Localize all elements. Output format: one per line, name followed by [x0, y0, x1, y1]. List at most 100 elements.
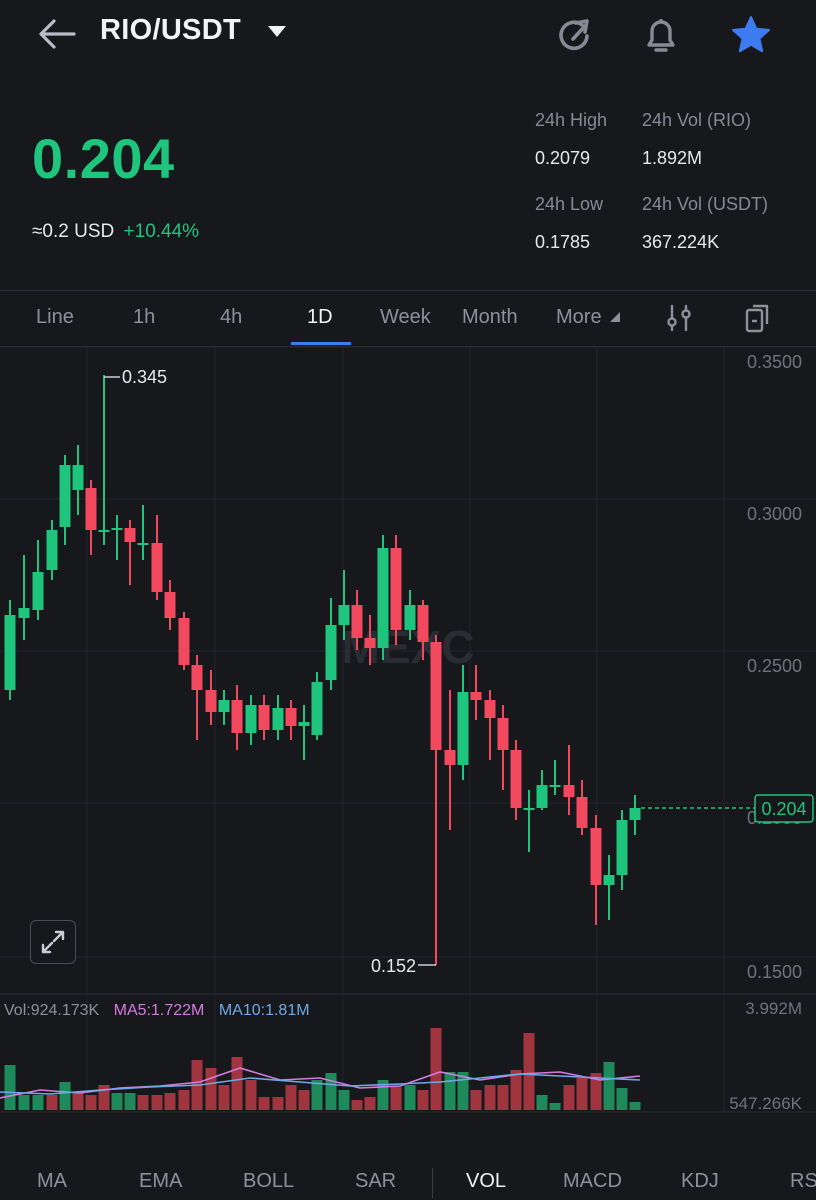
candle-body [523, 808, 535, 810]
tab-week[interactable]: Week [380, 306, 431, 328]
volume-bar [417, 1090, 429, 1110]
candle-body [72, 465, 84, 490]
indicator-kdj[interactable]: KDJ [681, 1170, 719, 1192]
candle-body [576, 797, 588, 828]
indicator-sar[interactable]: SAR [355, 1170, 397, 1192]
caret-down-icon[interactable] [266, 24, 288, 45]
divider [432, 1168, 433, 1198]
volume-bar [285, 1085, 297, 1110]
volume-bar [164, 1093, 176, 1110]
volume-bar [603, 1062, 615, 1110]
last-price-tag-label: 0.204 [761, 799, 806, 819]
volume-bar [457, 1072, 469, 1110]
candle-body [124, 528, 136, 542]
y-tick-label: 0.3000 [747, 504, 802, 524]
tab-more[interactable]: More [556, 306, 621, 329]
volume-bar [563, 1085, 575, 1110]
low-label: 24h Low [535, 194, 604, 214]
tab-line[interactable]: Line [36, 306, 74, 328]
candle-body [18, 608, 30, 618]
active-tab-indicator [291, 342, 351, 345]
candle-body [218, 700, 230, 712]
indicator-macd[interactable]: MACD [563, 1170, 622, 1192]
vol-base-label: 24h Vol (RIO) [642, 110, 752, 130]
candle-body [484, 700, 496, 718]
tab-month[interactable]: Month [462, 306, 518, 328]
share-refresh-icon[interactable] [551, 12, 597, 58]
tab-1h[interactable]: 1h [133, 306, 156, 328]
volume-bar [85, 1095, 97, 1110]
star-icon[interactable] [728, 12, 774, 58]
tab-1d[interactable]: 1D [307, 306, 333, 328]
vol-quote-value: 367.224K [642, 232, 720, 252]
candle-body [32, 572, 44, 610]
candle-body [603, 875, 615, 885]
volume-bar [18, 1095, 30, 1110]
candle-body [497, 718, 509, 750]
vol-value: Vol:924.173K [4, 1002, 100, 1019]
volume-bar [497, 1085, 509, 1110]
y-tick-label: 0.1500 [747, 962, 802, 982]
candle-body [364, 638, 376, 648]
volume-bar [178, 1090, 190, 1110]
bell-icon[interactable] [638, 12, 684, 58]
copy-icon[interactable] [740, 300, 776, 336]
candle-body [191, 665, 203, 690]
candle-body [272, 708, 284, 730]
usd-approx: ≈0.2 [32, 221, 69, 242]
candle-body [470, 692, 482, 700]
candle-body [351, 605, 363, 638]
volume-bar [484, 1085, 496, 1110]
volume-bar [325, 1073, 337, 1110]
candle-body [298, 722, 310, 726]
candle-body [457, 692, 469, 765]
candle-body [390, 548, 402, 630]
indicator-vol[interactable]: VOL [466, 1170, 507, 1192]
back-arrow-icon[interactable] [34, 12, 82, 56]
y-tick-label: 0.2500 [747, 656, 802, 676]
volume-bar [338, 1090, 350, 1110]
indicator-boll[interactable]: BOLL [243, 1170, 295, 1192]
candle-body [59, 465, 71, 527]
divider [0, 290, 816, 291]
candle-body [178, 618, 190, 665]
candle-body [629, 808, 641, 820]
candle-body [510, 750, 522, 808]
volume-bar [258, 1097, 270, 1110]
volume-bar [32, 1095, 44, 1110]
high-label: 24h High [535, 110, 608, 130]
volume-bar [629, 1102, 641, 1110]
volume-bar [111, 1093, 123, 1110]
pair-title[interactable]: RIO/USDT [100, 14, 241, 46]
vol-max-label: 3.992M [745, 999, 802, 1018]
low-marker-label: 0.152 [371, 956, 416, 976]
volume-bar [523, 1033, 535, 1110]
high-value: 0.2079 [535, 148, 591, 168]
volume-bar [549, 1103, 561, 1110]
candle-body [311, 682, 323, 735]
indicator-ema[interactable]: EMA [139, 1170, 183, 1192]
settings-sliders-icon[interactable] [661, 300, 697, 336]
volume-bar [272, 1097, 284, 1110]
indicator-ma[interactable]: MA [37, 1170, 67, 1192]
fullscreen-expand-icon[interactable] [30, 920, 76, 964]
candle-body [444, 750, 456, 765]
candle-body [536, 785, 548, 808]
volume-bar [137, 1095, 149, 1110]
vol-zero-label: 0 [793, 1117, 802, 1120]
volume-bar [390, 1087, 402, 1110]
candle-body [417, 605, 429, 642]
indicator-rsi[interactable]: RS [790, 1170, 816, 1192]
candle-body [85, 488, 97, 530]
candle-body [377, 548, 389, 648]
volume-bar [590, 1073, 602, 1110]
vol-base-value: 1.892M [642, 148, 703, 168]
tab-4h[interactable]: 4h [220, 306, 243, 328]
y-tick-label: 0.3500 [747, 352, 802, 372]
high-marker-label: 0.345 [122, 367, 167, 387]
volume-bar [311, 1080, 323, 1110]
ma10-line [0, 1073, 641, 1095]
volume-bar [151, 1095, 163, 1110]
candle-body [258, 705, 270, 730]
volume-bar [72, 1093, 84, 1110]
